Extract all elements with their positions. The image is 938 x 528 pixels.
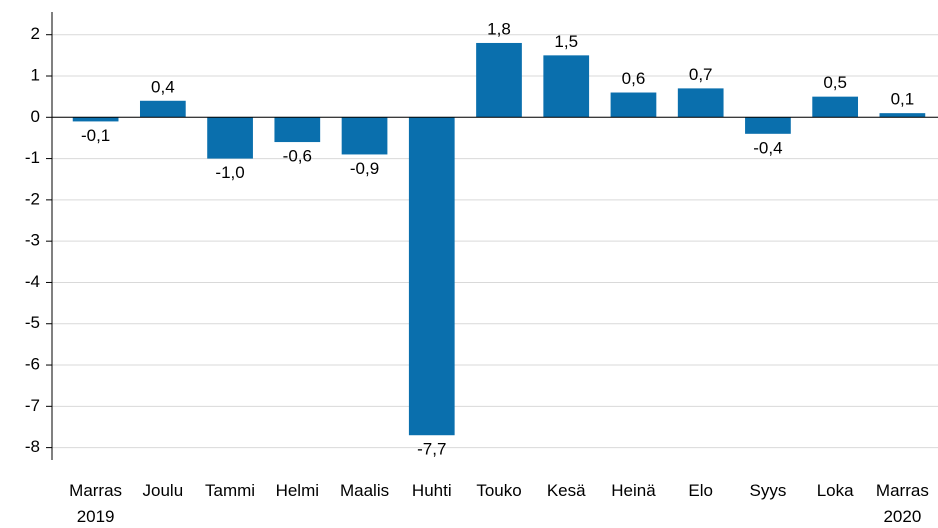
data-label: 0,6 — [622, 69, 646, 88]
data-label: 0,7 — [689, 65, 713, 84]
x-tick-label: Syys — [750, 481, 787, 500]
bar — [610, 92, 657, 118]
bar — [341, 117, 388, 155]
x-tick-label: Joulu — [143, 481, 184, 500]
bar — [677, 88, 724, 118]
bar — [476, 42, 522, 118]
x-tick-label: Helmi — [276, 481, 319, 500]
y-tick-label: -2 — [25, 189, 40, 208]
bar — [72, 117, 119, 122]
data-label: 0,4 — [151, 77, 175, 96]
y-tick-label: -6 — [25, 355, 40, 374]
bar — [139, 100, 186, 118]
y-tick-label: -5 — [25, 313, 40, 332]
x-tick-label: Tammi — [205, 481, 255, 500]
data-label: 0,1 — [891, 90, 915, 109]
bar — [543, 55, 590, 118]
x-tick-label: Maalis — [340, 481, 389, 500]
data-label: 1,8 — [487, 19, 511, 38]
x-tick-label: Huhti — [412, 481, 452, 500]
y-tick-label: 2 — [31, 24, 40, 43]
data-label: -0,4 — [753, 138, 782, 157]
y-tick-label: -4 — [25, 272, 40, 291]
x-tick-label: Marras 2019 — [69, 481, 122, 526]
y-tick-label: -7 — [25, 396, 40, 415]
data-label: 0,5 — [823, 73, 847, 92]
x-tick-label: Kesä — [547, 481, 586, 500]
data-label: -0,9 — [350, 159, 379, 178]
data-label: -7,7 — [417, 440, 446, 459]
y-tick-label: 1 — [31, 65, 40, 84]
bar — [745, 117, 791, 134]
x-tick-label: Heinä — [611, 481, 656, 500]
x-tick-label: Elo — [688, 481, 713, 500]
y-tick-label: -1 — [25, 148, 40, 167]
bar — [408, 117, 455, 436]
bar — [207, 117, 253, 159]
y-tick-label: 0 — [31, 107, 40, 126]
y-tick-label: -3 — [25, 231, 40, 250]
bar — [812, 96, 859, 118]
bar — [879, 113, 926, 118]
bar — [274, 117, 321, 143]
data-label: -0,1 — [81, 126, 110, 145]
data-label: 1,5 — [554, 32, 578, 51]
x-tick-label: Touko — [476, 481, 521, 500]
y-tick-label: -8 — [25, 437, 40, 456]
x-tick-label: Marras 2020 — [876, 481, 929, 526]
data-label: -0,6 — [283, 147, 312, 166]
x-tick-label: Loka — [817, 481, 854, 500]
data-label: -1,0 — [215, 163, 244, 182]
